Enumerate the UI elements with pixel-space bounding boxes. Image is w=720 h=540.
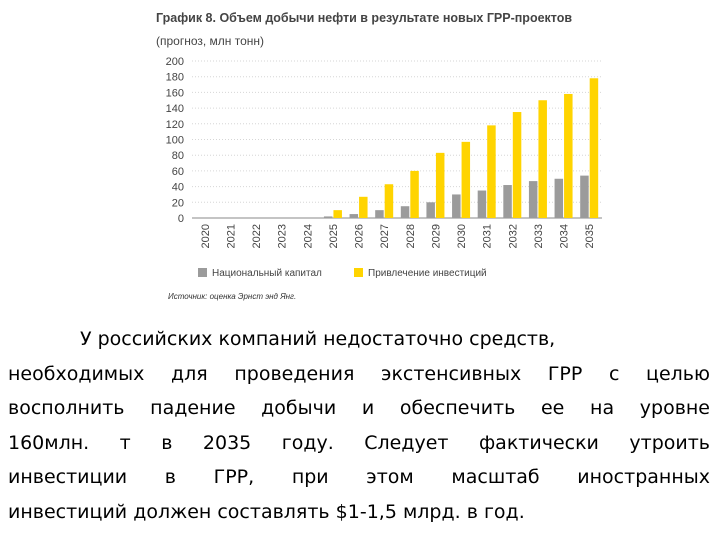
bar-investment bbox=[384, 184, 394, 218]
paragraph-line: восполнить падение добычи и обеспечить е… bbox=[8, 397, 710, 419]
y-tick-label: 120 bbox=[166, 119, 184, 131]
bar-investment bbox=[333, 210, 342, 218]
x-tick-label: 2026 bbox=[354, 224, 366, 248]
body-paragraph: У российских компаний недостаточно средс… bbox=[8, 322, 710, 529]
paragraph-line: необходимых для проведения экстенсивных … bbox=[8, 362, 710, 385]
legend-label-national-capital: Национальный капитал bbox=[212, 268, 322, 279]
x-tick-label: 2022 bbox=[251, 224, 263, 248]
legend-label-investment: Привлечение инвестиций bbox=[368, 268, 487, 279]
bar-national-capital bbox=[323, 216, 333, 218]
x-tick-label: 2023 bbox=[277, 224, 289, 248]
bar-investment bbox=[564, 93, 573, 218]
bar-national-capital bbox=[349, 214, 359, 218]
bar-investment bbox=[410, 170, 419, 218]
x-tick-label: 2035 bbox=[584, 224, 596, 248]
bar-national-capital bbox=[452, 194, 461, 218]
bar-investment bbox=[589, 78, 599, 219]
paragraph-line: инвестиций должен составлять $1-1,5 млрд… bbox=[8, 500, 525, 523]
legend-swatch-national-capital bbox=[198, 268, 207, 277]
legend-swatch-investment bbox=[354, 268, 363, 277]
bar-national-capital bbox=[400, 206, 410, 218]
y-tick-label: 40 bbox=[172, 182, 184, 194]
x-tick-label: 2029 bbox=[430, 224, 442, 248]
y-tick-label: 60 bbox=[172, 166, 184, 178]
bar-investment bbox=[487, 125, 496, 218]
y-tick-label: 20 bbox=[172, 197, 184, 209]
x-tick-label: 2030 bbox=[456, 224, 468, 248]
bar-national-capital bbox=[528, 181, 538, 218]
bar-national-capital bbox=[426, 202, 435, 218]
bar-investment bbox=[512, 112, 522, 218]
x-tick-label: 2024 bbox=[302, 224, 314, 248]
paragraph-line: У российских компаний недостаточно средс… bbox=[80, 328, 556, 350]
chart-subtitle: (прогноз, млн тонн) bbox=[156, 34, 265, 48]
y-tick-label: 100 bbox=[166, 135, 184, 147]
y-tick-label: 0 bbox=[178, 213, 184, 225]
x-tick-label: 2025 bbox=[328, 224, 340, 248]
bar-investment bbox=[461, 141, 471, 218]
paragraph-line: 160млн. т в 2035 году. Следует фактическ… bbox=[8, 431, 710, 454]
y-tick-label: 180 bbox=[166, 72, 184, 84]
x-tick-label: 2034 bbox=[559, 224, 571, 248]
chart-title: График 8. Объем добычи нефти в результат… bbox=[156, 11, 573, 25]
y-tick-label: 160 bbox=[166, 87, 184, 99]
x-tick-label: 2032 bbox=[507, 224, 519, 248]
x-tick-label: 2033 bbox=[533, 224, 545, 248]
bar-national-capital bbox=[580, 175, 589, 218]
y-tick-label: 140 bbox=[166, 103, 184, 115]
chart-source: Источник: оценка Эрнст энд Янг. bbox=[168, 292, 297, 301]
bar-national-capital bbox=[503, 185, 512, 218]
y-tick-label: 200 bbox=[166, 56, 184, 68]
bar-national-capital bbox=[375, 210, 384, 218]
x-tick-label: 2031 bbox=[482, 224, 494, 248]
bar-investment bbox=[435, 152, 445, 218]
x-tick-label: 2021 bbox=[225, 224, 237, 248]
bar-national-capital bbox=[477, 190, 487, 218]
x-tick-label: 2028 bbox=[405, 224, 417, 248]
y-tick-label: 80 bbox=[172, 150, 184, 162]
paragraph-line: инвестиции в ГРР, при этом масштаб иност… bbox=[8, 466, 710, 488]
x-tick-label: 2020 bbox=[200, 224, 212, 248]
x-tick-label: 2027 bbox=[379, 224, 391, 248]
bar-investment bbox=[359, 196, 368, 218]
bar-national-capital bbox=[554, 178, 564, 218]
bar-investment bbox=[538, 100, 547, 218]
